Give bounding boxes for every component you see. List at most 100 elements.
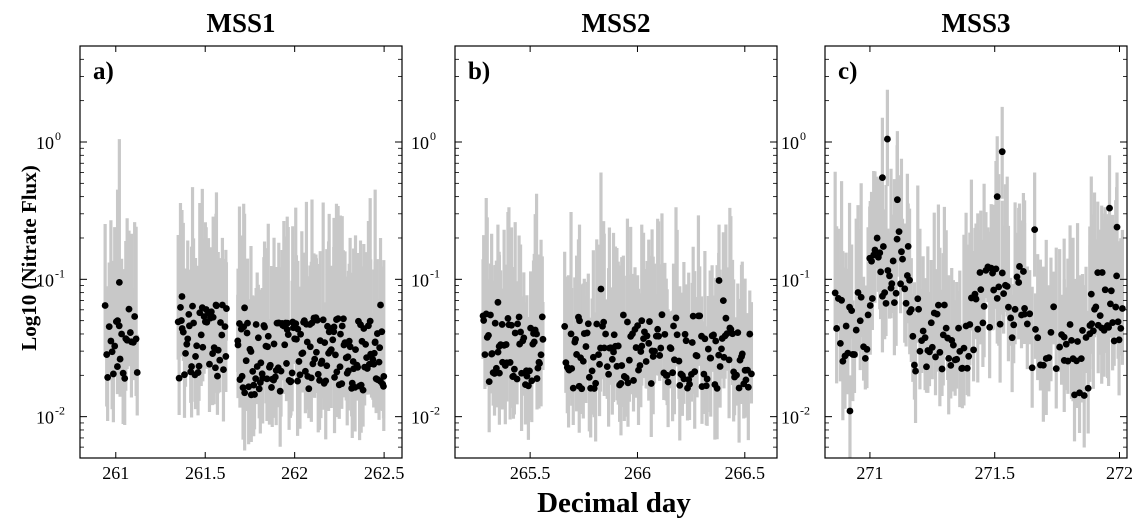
data-point [916,347,924,355]
data-point [638,342,646,350]
data-point [1080,392,1088,399]
data-point [693,352,701,360]
data-point [882,299,890,307]
data-point [330,323,338,331]
data-point [610,331,618,339]
panel-label: c) [838,58,857,85]
data-point [485,378,493,386]
data-point [294,325,302,333]
data-point [533,330,540,338]
data-point [624,379,632,387]
data-point [1045,354,1053,362]
data-point [251,391,258,398]
data-point [723,330,731,338]
data-point [344,353,352,361]
y-tick-exponent: 0 [55,129,61,143]
data-point [528,377,536,385]
data-point [1118,305,1126,312]
data-point [597,285,605,293]
data-point [888,280,896,288]
data-point [673,331,681,339]
data-point [993,193,1001,201]
data-point [1021,304,1028,312]
data-point [207,308,215,316]
data-point [838,296,845,304]
data-point [377,301,384,309]
data-point [375,358,383,366]
data-point [1113,223,1121,231]
data-point [866,302,874,309]
data-point [839,357,847,365]
data-point [861,354,869,362]
x-tick-label: 266.5 [725,463,766,483]
data-point [713,385,721,392]
data-point [583,329,591,337]
data-point [178,317,185,324]
data-point [533,375,541,382]
data-point [886,272,893,280]
data-point [884,267,892,274]
data-point [710,331,717,339]
panel-title: MSS3 [941,8,1010,38]
data-point [184,335,192,343]
data-point [1062,340,1070,348]
data-point [177,303,184,311]
data-point [337,330,344,338]
data-point [197,331,205,339]
data-point [234,341,242,349]
data-point [998,148,1006,156]
data-point [656,352,664,359]
data-point [190,319,197,327]
data-point [271,373,279,381]
data-point [1101,286,1109,294]
data-point [1011,305,1019,313]
data-point [593,320,601,328]
data-point [297,330,304,338]
y-tick-label: 10 [781,408,799,428]
data-point [354,363,362,371]
data-point [1028,364,1036,372]
data-point [976,269,984,276]
y-axis-title: Log10 (Nitrate Flux) [17,165,41,350]
data-point [241,389,249,397]
data-point [538,313,546,321]
data-point [876,249,884,257]
data-point [572,335,579,343]
data-point [742,376,750,384]
data-point [700,370,708,378]
data-point [1000,290,1008,297]
data-point [1013,273,1021,281]
data-point [329,336,337,344]
data-point [965,352,973,360]
data-point [953,355,961,363]
data-point [702,382,710,390]
data-point [646,318,653,325]
y-tick-exponent: -1 [430,266,440,280]
data-point [868,295,876,302]
data-point [115,278,123,286]
data-point [294,377,301,385]
data-point [600,344,608,352]
data-point [960,344,968,352]
data-point [192,353,199,360]
data-point [216,356,224,364]
data-point [121,374,129,382]
data-point [131,313,139,320]
data-point [380,372,388,380]
data-point [332,351,339,359]
data-point [661,330,669,338]
data-point [848,307,856,315]
data-point [722,314,730,322]
data-point [602,330,609,338]
panel-label: a) [93,58,114,85]
data-point [498,321,506,328]
data-point [998,269,1006,277]
data-point [327,346,335,353]
data-point [193,342,201,350]
data-point [911,361,918,369]
data-point [715,351,723,359]
data-point [481,351,489,359]
data-point [712,337,720,345]
panel-marks [479,172,755,443]
